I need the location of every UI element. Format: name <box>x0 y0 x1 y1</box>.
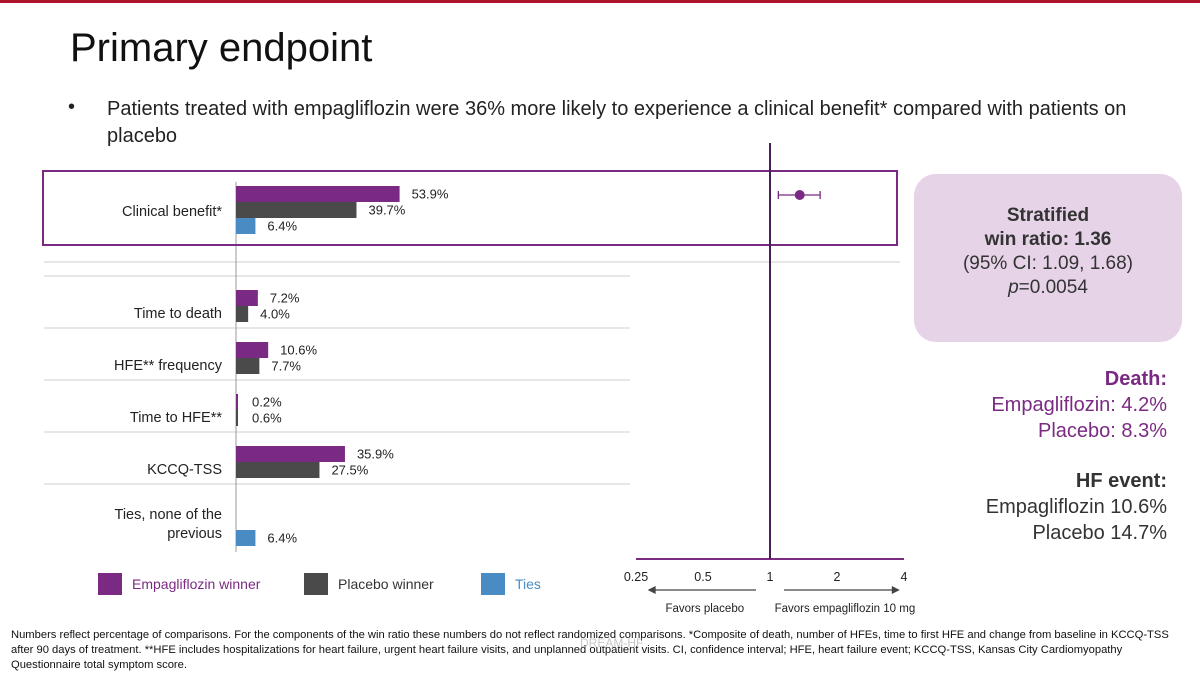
death-summary: Death: Empagliflozin: 4.2% Placebo: 8.3% <box>991 366 1167 444</box>
data-label: 35.9% <box>357 447 394 462</box>
bar-placebo-winner <box>236 306 249 322</box>
legend-empagliflozin: Empagliflozin winner <box>98 573 260 595</box>
category-label: Clinical benefit* <box>122 204 222 220</box>
legend-label-empagliflozin: Empagliflozin winner <box>132 576 261 592</box>
win-ratio-p: p=0.0054 <box>914 277 1182 299</box>
bar-ties <box>236 218 256 234</box>
legend-swatch-empagliflozin <box>98 573 122 595</box>
hf-event-heading: HF event: <box>1075 470 1167 492</box>
forest-tick-label: 1 <box>767 570 774 584</box>
bullet-text: Patients treated with empagliflozin were… <box>107 98 1127 147</box>
p-label: p <box>1008 277 1019 298</box>
win-ratio-line1: Stratified <box>1006 205 1090 226</box>
data-label: 6.4% <box>267 531 297 546</box>
data-label: 7.2% <box>270 291 300 306</box>
top-accent-bar <box>0 0 1200 3</box>
legend-ties: Ties <box>481 573 541 595</box>
bar-placebo-winner <box>236 410 238 426</box>
death-heading: Death: <box>1104 368 1167 390</box>
data-label: 7.7% <box>271 359 301 374</box>
data-label: 39.7% <box>368 203 405 218</box>
legend-swatch-ties <box>481 573 505 595</box>
bar-empagliflozin-winner <box>236 290 258 306</box>
bar-placebo-winner <box>236 358 260 374</box>
hf-event-placebo: Placebo 14.7% <box>1032 522 1167 544</box>
win-ratio-line2: win ratio: 1.36 <box>984 229 1112 250</box>
death-empa: Empagliflozin: 4.2% <box>991 394 1167 416</box>
bar-placebo-winner <box>236 462 320 478</box>
legend-placebo: Placebo winner <box>304 573 434 595</box>
win-ratio-box: Stratified win ratio: 1.36 (95% CI: 1.09… <box>914 174 1182 342</box>
forest-tick-label: 0.25 <box>624 570 648 584</box>
bar-empagliflozin-winner <box>236 394 238 410</box>
forest-tick-label: 0.5 <box>694 570 711 584</box>
bar-empagliflozin-winner <box>236 446 345 462</box>
win-ratio-ci: (95% CI: 1.09, 1.68) <box>962 253 1134 274</box>
legend-label-placebo: Placebo winner <box>338 576 434 592</box>
data-label: 6.4% <box>267 219 297 234</box>
bullet-marker: • <box>68 96 76 118</box>
footnote: Numbers reflect percentage of comparison… <box>11 629 1169 671</box>
bar-empagliflozin-winner <box>236 186 400 202</box>
bar-ties <box>236 530 256 546</box>
forest-tick-label: 2 <box>834 570 841 584</box>
bar-placebo-winner <box>236 202 357 218</box>
data-label: 10.6% <box>280 343 317 358</box>
data-label: 0.6% <box>252 411 282 426</box>
category-label: KCCQ-TSS <box>147 462 222 478</box>
forest-tick-label: 4 <box>901 570 908 584</box>
favors-empagliflozin-label: Favors empagliflozin 10 mg <box>775 603 916 615</box>
bar-empagliflozin-winner <box>236 342 269 358</box>
hf-event-empa: Empagliflozin 10.6% <box>985 496 1167 518</box>
favors-placebo-label: Favors placebo <box>665 603 744 615</box>
legend-swatch-placebo <box>304 573 328 595</box>
data-label: 53.9% <box>412 187 449 202</box>
p-value: =0.0054 <box>1018 277 1088 298</box>
data-label: 0.2% <box>252 395 282 410</box>
page-title: Primary endpoint <box>70 26 373 70</box>
forest-point-estimate <box>794 190 805 200</box>
watermark: DREAM-HF <box>580 636 644 650</box>
category-label: Time to HFE** <box>130 410 222 426</box>
category-label: Ties, none of the <box>115 507 222 523</box>
category-label: Time to death <box>134 306 222 322</box>
clinical-benefit-highlight-box <box>42 170 898 246</box>
favors-empagliflozin-arrowhead <box>891 586 900 594</box>
data-label: 27.5% <box>331 463 368 478</box>
hf-event-summary: HF event: Empagliflozin 10.6% Placebo 14… <box>986 468 1167 546</box>
category-label: HFE** frequency <box>114 358 223 374</box>
death-placebo: Placebo: 8.3% <box>1038 420 1167 442</box>
category-label: previous <box>167 526 222 542</box>
data-label: 4.0% <box>260 307 290 322</box>
legend-label-ties: Ties <box>515 576 541 592</box>
favors-placebo-arrowhead <box>647 586 656 594</box>
